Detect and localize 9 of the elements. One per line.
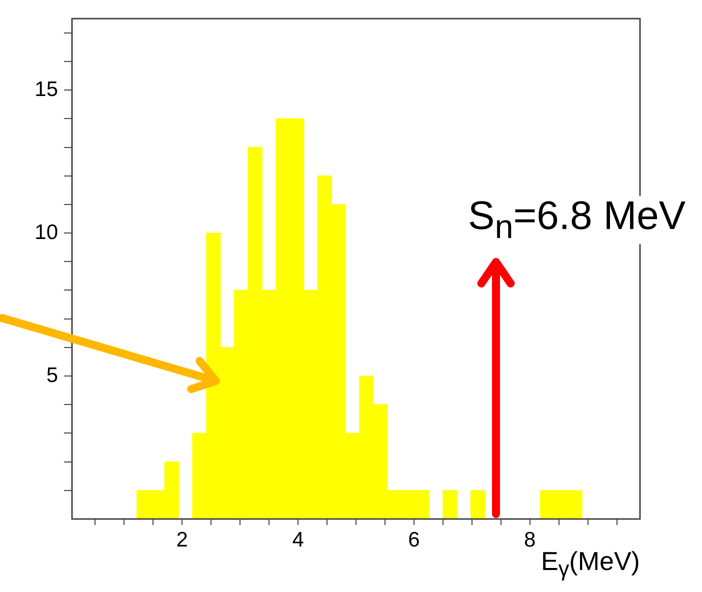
x-tick-label: 8 [524, 528, 536, 552]
x-tick-label: 4 [292, 528, 304, 552]
x-tick-label: 2 [176, 528, 188, 552]
x-axis-title: E$_{γ}$(MeV) [541, 546, 640, 582]
x-tick-label: 6 [408, 528, 420, 552]
y-tick-label: 10 [34, 220, 58, 244]
annotation: S$_{n}$=6.8 MeV [468, 194, 686, 246]
y-tick-label: 15 [34, 78, 58, 101]
y-tick-label: 5 [46, 364, 58, 387]
